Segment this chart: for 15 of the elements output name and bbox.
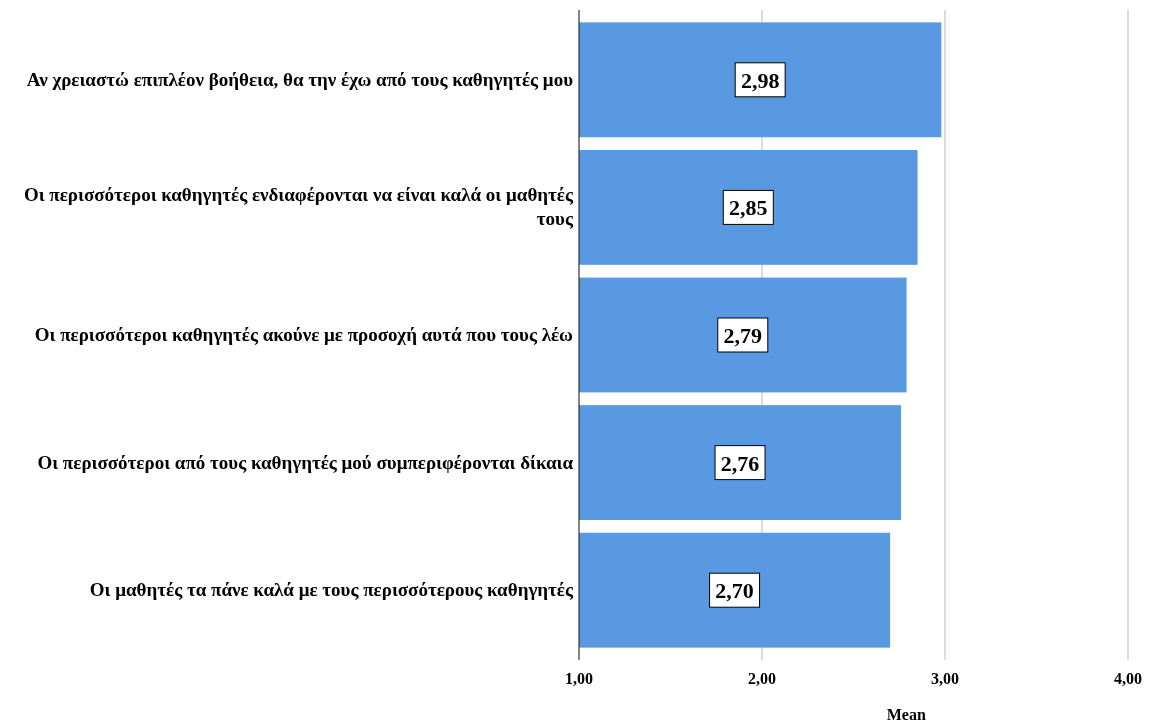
data-label: 2,98 [740, 67, 780, 93]
x-tick-label: 2,00 [748, 670, 776, 687]
x-tick-label: 3,00 [931, 670, 959, 687]
y-tick-label: Οι περισσότεροι καθηγητές ενδιαφέρονται να είναι καλά οι μαθητές τους [23, 184, 574, 230]
data-label: 2,76 [720, 450, 760, 476]
x-tick-label: 1,00 [565, 670, 593, 687]
y-tick-label: Οι μαθητές τα πάνε καλά με τους περισσότερους καθηγητές [89, 579, 574, 601]
data-label: 2,85 [729, 195, 768, 221]
data-label: 2,70 [715, 578, 754, 604]
data-label: 2,79 [723, 323, 763, 348]
y-tick-label: Οι περισσότεροι καθηγητές ακούνε με προσοχή αυτά που τους λέω [34, 324, 574, 345]
x-axis-title: Mean [886, 706, 926, 720]
y-tick-label: Αν χρειαστώ επιπλέον βοήθεια, θα την έχω από τους καθηγητές μου [26, 68, 574, 90]
x-tick-label: 4,00 [1114, 670, 1142, 687]
y-tick-label: Οι περισσότεροι από τους καθηγητές μού συμπεριφέρονται δίκαια [37, 451, 574, 473]
